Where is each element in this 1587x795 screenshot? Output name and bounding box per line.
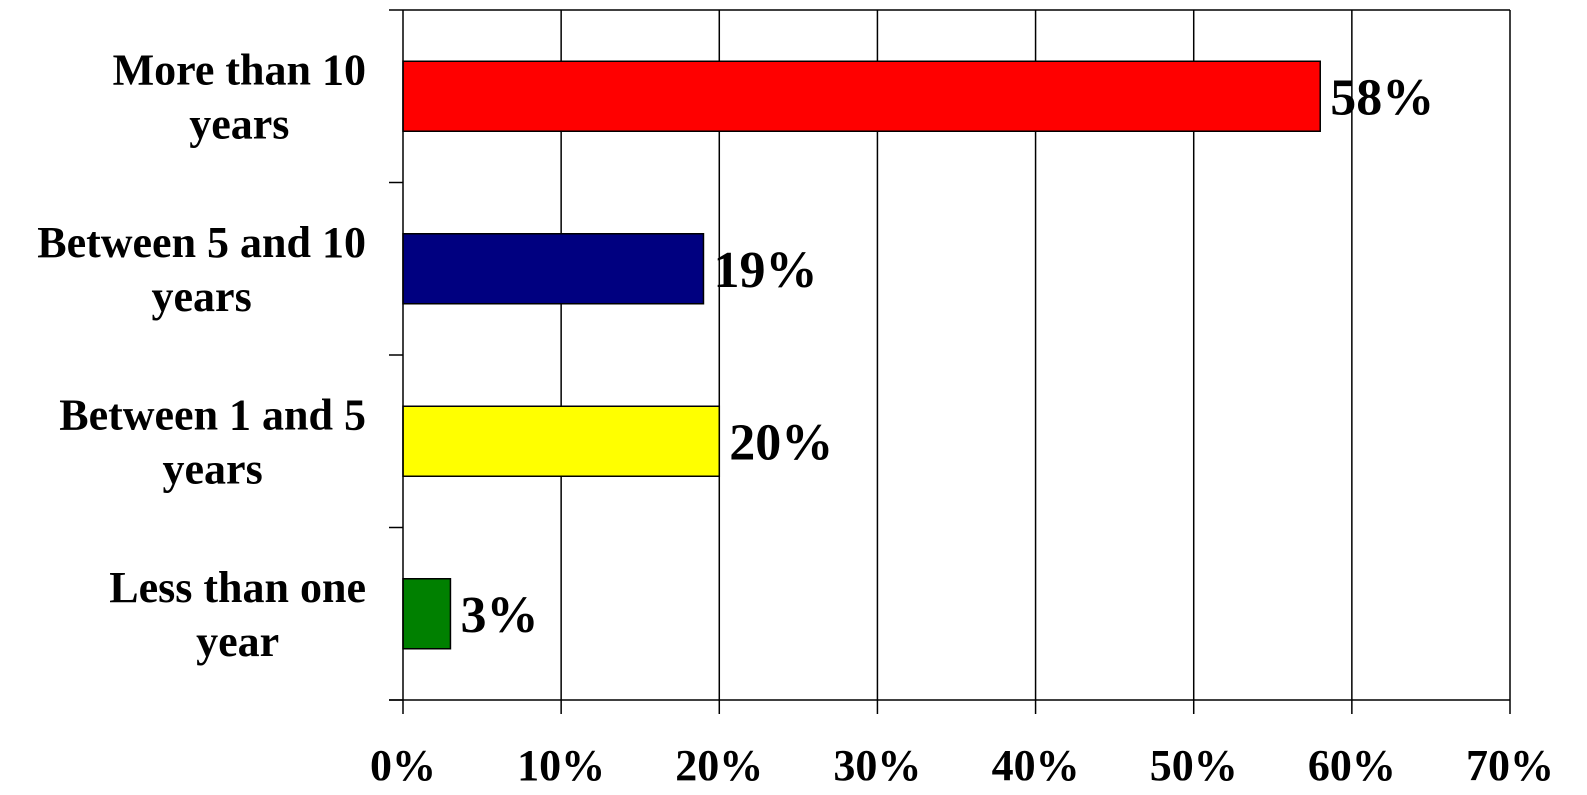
x-tick-label: 60% [1308, 741, 1396, 790]
category-label-line: years [152, 272, 252, 321]
bar [402, 405, 721, 477]
category-label: Less than one year [109, 563, 366, 666]
x-tick-label: 40% [992, 741, 1080, 790]
category-label-line: More than 10 [113, 45, 366, 94]
data-label: 58% [1330, 69, 1434, 126]
x-tick-label: 0% [370, 741, 436, 790]
bar [402, 60, 1321, 132]
x-tick-label: 50% [1150, 741, 1238, 790]
data-label: 20% [729, 414, 833, 471]
x-tick-label: 20% [675, 741, 763, 790]
category-label: More than 10 years [113, 45, 366, 148]
x-tick-labels: 0% 10% 20% 30% 40% 50% 60% 70% [370, 741, 1554, 790]
axes [389, 9, 1511, 714]
category-label: Between 1 and 5 years [59, 390, 366, 493]
bars [402, 60, 1321, 650]
category-label-line: Between 5 and 10 [37, 218, 366, 267]
data-label: 3% [460, 587, 538, 644]
category-label-line: year [196, 617, 279, 666]
bar [402, 233, 705, 305]
category-label-line: years [163, 444, 263, 493]
data-labels: 58% 19% 20% 3% [460, 69, 1434, 644]
x-tick-label: 10% [517, 741, 605, 790]
x-tick-label: 70% [1466, 741, 1554, 790]
category-label-line: years [189, 99, 289, 148]
x-tick-label: 30% [833, 741, 921, 790]
bar [402, 578, 452, 650]
category-label-line: Between 1 and 5 [59, 390, 366, 439]
category-label-line: Less than one [109, 563, 366, 612]
data-label: 19% [713, 242, 817, 299]
category-label: Between 5 and 10 years [37, 218, 366, 321]
